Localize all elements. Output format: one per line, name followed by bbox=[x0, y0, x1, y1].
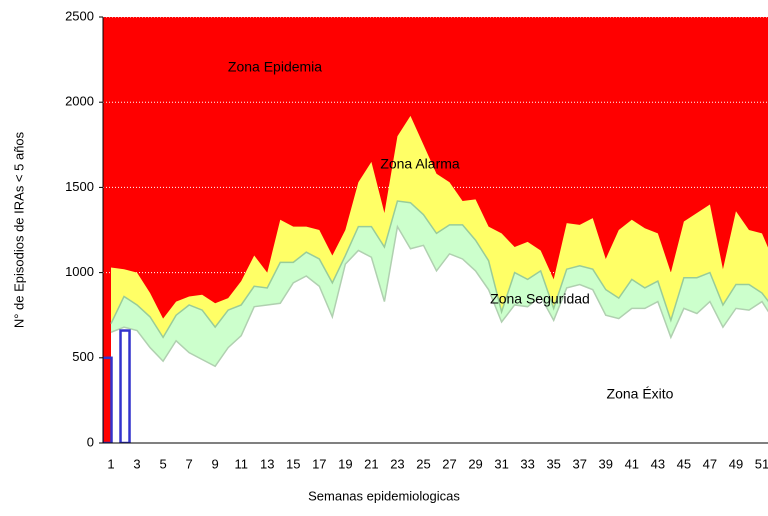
x-tick-label: 17 bbox=[312, 456, 326, 471]
x-tick-label: 25 bbox=[416, 456, 430, 471]
zone-label: Zona Seguridad bbox=[490, 291, 590, 307]
x-tick-label: 37 bbox=[572, 456, 586, 471]
x-tick-label: 33 bbox=[520, 456, 534, 471]
x-tick-label: 15 bbox=[286, 456, 300, 471]
x-tick-label: 27 bbox=[442, 456, 456, 471]
plot-area bbox=[103, 17, 768, 443]
x-tick-label: 5 bbox=[159, 456, 166, 471]
y-tick-label: 2000 bbox=[65, 94, 94, 109]
y-tick-label: 1500 bbox=[65, 179, 94, 194]
x-tick-label: 7 bbox=[186, 456, 193, 471]
x-tick-label: 3 bbox=[133, 456, 140, 471]
x-tick-label: 49 bbox=[729, 456, 743, 471]
x-tick-label: 9 bbox=[212, 456, 219, 471]
x-tick-label: 21 bbox=[364, 456, 378, 471]
zone-label: Zona Alarma bbox=[380, 156, 460, 172]
y-tick-label: 500 bbox=[72, 349, 94, 364]
x-tick-label: 23 bbox=[390, 456, 404, 471]
x-tick-label: 35 bbox=[546, 456, 560, 471]
x-tick-label: 13 bbox=[260, 456, 274, 471]
y-tick-label: 1000 bbox=[65, 264, 94, 279]
x-tick-label: 1 bbox=[107, 456, 114, 471]
x-tick-label: 41 bbox=[625, 456, 639, 471]
y-tick-label: 0 bbox=[87, 434, 94, 449]
x-tick-label: 11 bbox=[234, 456, 248, 471]
x-tick-label: 47 bbox=[703, 456, 717, 471]
x-axis-label: Semanas epidemiologicas bbox=[308, 488, 460, 503]
y-axis-label: N° de Episodios de IRAs < 5 años bbox=[11, 131, 26, 328]
x-tick-label: 31 bbox=[494, 456, 508, 471]
x-tick-label: 29 bbox=[468, 456, 482, 471]
x-tick-label: 51 bbox=[755, 456, 768, 471]
x-tick-label: 39 bbox=[599, 456, 613, 471]
y-tick-label: 2500 bbox=[65, 8, 94, 23]
x-tick-label: 45 bbox=[677, 456, 691, 471]
zone-label: Zona Epidemia bbox=[228, 59, 322, 75]
x-tick-label: 19 bbox=[338, 456, 352, 471]
x-tick-label: 43 bbox=[651, 456, 665, 471]
zone-label: Zona Éxito bbox=[607, 386, 674, 402]
